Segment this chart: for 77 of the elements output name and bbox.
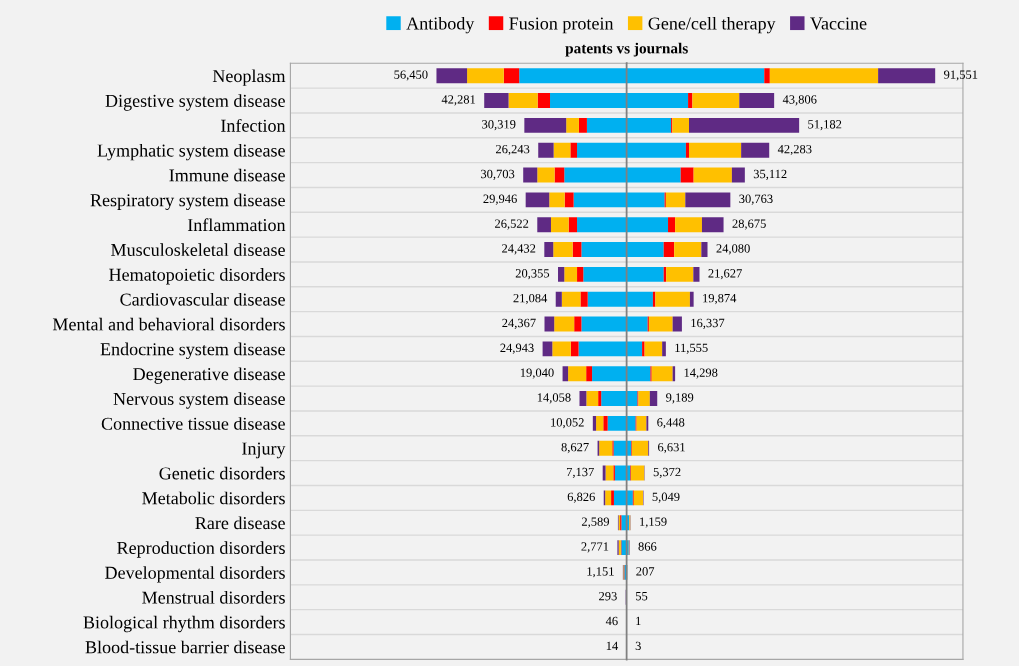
text: 91,551 [944,70,978,81]
annotation: 30,763 [739,194,773,205]
y-tick-label: Respiratory system disease [90,193,285,211]
annotation: 21,084 [513,293,548,305]
annotation: 42,283 [777,144,812,156]
y-tick-label: Inflammation [187,218,286,232]
annotation: 9,189 [666,393,694,404]
annotation: 6,631 [658,442,685,454]
annotation: 55 [636,592,648,601]
legend-label: Vaccine [810,17,867,30]
annotation: 5,372 [653,467,681,478]
y-tick-label: Rare disease [195,516,285,530]
annotation: 19,874 [703,293,737,305]
annotation: 14,298 [684,368,718,379]
annotation: 14,058 [537,393,571,404]
annotation: 28,675 [732,219,766,230]
y-tick-label: Nervous system disease [113,392,285,409]
annotation: 46 [605,616,618,626]
text: 56,450 [394,70,428,81]
y-tick-label: Mental and behavioral disorders [52,317,285,331]
legend-label: Gene/cell therapy [648,16,776,34]
legend-label: Fusion protein [509,17,614,34]
annotation: 20,355 [515,269,550,280]
annotation: 29,946 [483,194,517,205]
annotation: 866 [638,542,657,551]
annotation: 1,151 [587,567,614,578]
annotation: 21,627 [708,269,742,280]
annotation: 6,448 [657,418,685,429]
annotation: 42,281 [441,95,476,106]
annotation: 19,040 [520,368,554,379]
y-tick-label: Hematopoietic disorders [109,268,285,285]
annotation: 10,052 [551,418,584,429]
y-tick-label: Biological rhythm disorders [83,615,285,633]
y-tick-label: Digestive system disease [105,94,285,111]
annotation: 30,319 [482,120,516,131]
annotation: 293 [599,591,617,601]
annotation: 24,432 [502,244,536,255]
annotation: 26,522 [495,219,529,230]
y-tick-label: Cardiovascular disease [120,292,285,306]
y-tick-label: Metabolic disorders [142,491,285,505]
annotation: 14 [606,641,619,650]
y-tick-label: Injury [242,442,286,459]
annotation: 8,627 [561,442,589,454]
annotation: 30,703 [481,169,515,180]
annotation: 51,182 [808,120,842,131]
annotation: 11,555 [675,343,708,354]
legend-label: Antibody [406,16,475,34]
chart-title: patents vs journals [565,42,688,57]
annotation: 1 [636,616,641,626]
annotation: 3 [635,641,641,651]
annotation: 24,367 [502,318,536,329]
y-tick-label: Degenerative disease [133,367,285,384]
y-tick-label: Genetic disorders [159,466,285,480]
y-tick-label: Neoplasm [212,69,286,86]
y-tick-label: Connective tissue disease [101,417,285,430]
annotation: 24,943 [500,343,534,354]
annotation: 35,112 [753,169,787,180]
y-tick-label: Endocrine system disease [100,342,285,360]
y-tick-label: Reproduction disorders [117,541,285,558]
y-tick-label: Menstrual disorders [142,590,285,604]
y-tick-label: Blood-tissue barrier disease [85,640,285,654]
annotation: 7,137 [566,467,594,478]
y-tick-label: Musculoskeletal disease [111,243,285,256]
annotation: 207 [636,567,655,576]
y-tick-label: Infection [221,118,286,132]
annotation: 2,771 [581,542,609,553]
annotation: 26,243 [496,144,530,156]
annotation: 16,337 [691,318,725,329]
annotation: 43,806 [782,95,817,106]
annotation: 6,826 [567,492,595,503]
annotation: 2,589 [581,517,610,528]
annotation: 5,049 [652,492,680,503]
y-tick-label: Developmental disorders [105,566,285,583]
annotation: 24,080 [716,244,750,255]
y-tick-label: Lymphatic system disease [97,143,285,161]
y-tick-label: Immune disease [169,168,285,182]
annotation: 1,159 [640,517,667,528]
